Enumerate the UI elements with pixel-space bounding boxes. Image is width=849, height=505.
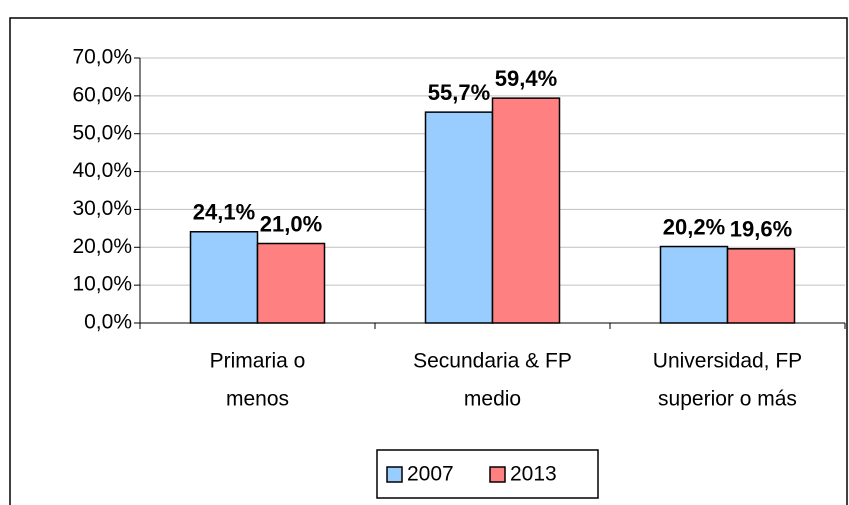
value-label: 59,4% — [495, 66, 557, 91]
value-label: 19,6% — [730, 217, 792, 242]
bar — [256, 242, 326, 324]
legend-box — [376, 449, 599, 499]
bar — [491, 97, 561, 324]
legend-label: 2007 — [407, 463, 454, 486]
value-label: 55,7% — [428, 80, 490, 105]
value-label: 20,2% — [663, 214, 725, 239]
legend-label: 2013 — [510, 463, 557, 486]
legend-swatch — [386, 466, 403, 483]
y-tick-label: 30,0% — [72, 197, 132, 220]
value-label: 24,1% — [193, 200, 255, 225]
x-tick-label: superior o más — [658, 388, 797, 411]
y-tick-label: 40,0% — [72, 159, 132, 182]
y-tick-label: 60,0% — [72, 83, 132, 106]
y-tick-label: 10,0% — [72, 273, 132, 296]
x-tick-label: Secundaria & FP — [413, 350, 572, 373]
y-tick-label: 70,0% — [72, 46, 132, 69]
y-tick-label: 0,0% — [84, 311, 132, 334]
y-tick-label: 50,0% — [72, 121, 132, 144]
x-tick-label: Universidad, FP — [653, 350, 802, 373]
x-tick-label: Primaria o — [210, 350, 306, 373]
legend-swatch — [489, 466, 506, 483]
bar — [659, 245, 729, 324]
x-tick-label: menos — [226, 388, 289, 411]
y-tick-label: 20,0% — [72, 235, 132, 258]
bar — [189, 231, 259, 324]
value-label: 21,0% — [260, 211, 322, 236]
bar — [424, 111, 494, 324]
x-tick-label: medio — [464, 388, 521, 411]
bar — [726, 248, 796, 324]
